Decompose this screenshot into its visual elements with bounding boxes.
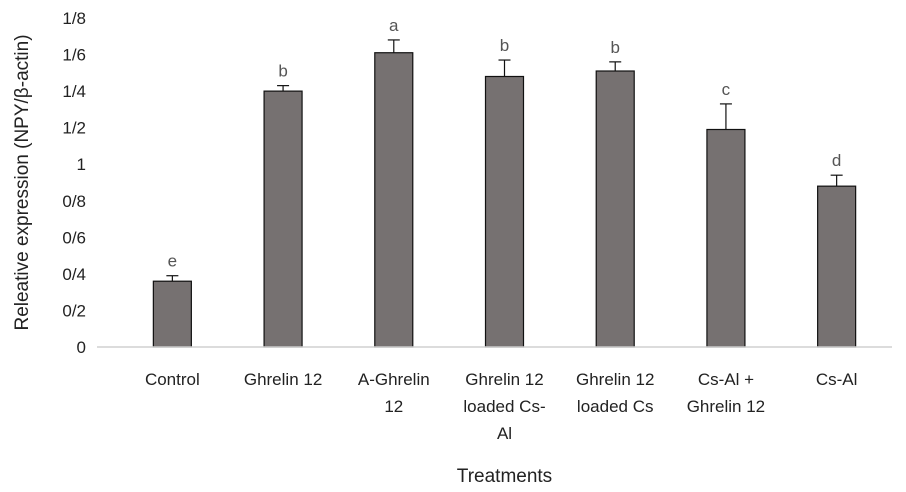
error-bar xyxy=(830,174,843,187)
y-tick-label: 1/8 xyxy=(62,9,86,28)
error-bar xyxy=(719,103,732,130)
error-bar xyxy=(387,39,400,53)
bar xyxy=(484,75,525,348)
significance-label: b xyxy=(500,36,509,55)
y-tick-label: 1/4 xyxy=(62,82,86,101)
bar xyxy=(152,280,192,348)
category-label: Cs-Al + Ghrelin 12 xyxy=(687,370,765,416)
y-tick-label: 1 xyxy=(77,155,86,174)
bar xyxy=(595,70,635,348)
category-label: Cs-Al xyxy=(816,370,858,389)
error-bar xyxy=(498,59,511,77)
significance-label: c xyxy=(722,80,731,99)
significance-labels: e b a b b c d xyxy=(168,16,842,271)
bar xyxy=(817,185,857,348)
bar xyxy=(706,128,746,348)
significance-label: d xyxy=(832,151,841,170)
y-tick-label: 0/4 xyxy=(62,265,86,284)
significance-label: a xyxy=(389,16,399,35)
error-bar xyxy=(277,85,290,92)
error-bars xyxy=(166,39,843,282)
category-labels: Control Ghrelin 12 A-Ghrelin 12 Ghrelin 12 lo… xyxy=(145,370,857,443)
error-bar xyxy=(166,275,179,282)
significance-label: b xyxy=(610,38,619,57)
bar xyxy=(374,52,414,348)
bars xyxy=(152,52,857,348)
bar xyxy=(263,90,303,348)
y-tick-label: 1/6 xyxy=(62,46,86,65)
y-axis-ticks: 0 0/2 0/4 0/6 0/8 1 1/2 1/4 1/6 1/8 xyxy=(62,9,86,357)
category-label: Ghrelin 12 xyxy=(244,370,322,389)
error-bar xyxy=(609,61,622,72)
y-tick-label: 0/8 xyxy=(62,192,86,211)
category-label: Ghrelin 12 loaded Cs-Al xyxy=(463,370,545,443)
x-axis-title: Treatments xyxy=(457,466,552,487)
y-tick-label: 0/6 xyxy=(62,228,86,247)
y-tick-label: 0 xyxy=(77,338,86,357)
y-tick-label: 0/2 xyxy=(62,301,86,320)
category-label: Ghrelin 12 loaded Cs xyxy=(576,370,654,416)
category-label: Control xyxy=(145,370,200,389)
category-label: A-Ghrelin 12 xyxy=(358,370,430,416)
y-axis-title: Releative expression (NPY/β-actin) xyxy=(12,34,33,330)
significance-label: b xyxy=(278,62,287,81)
y-tick-label: 1/2 xyxy=(62,119,86,138)
significance-label: e xyxy=(168,252,177,271)
